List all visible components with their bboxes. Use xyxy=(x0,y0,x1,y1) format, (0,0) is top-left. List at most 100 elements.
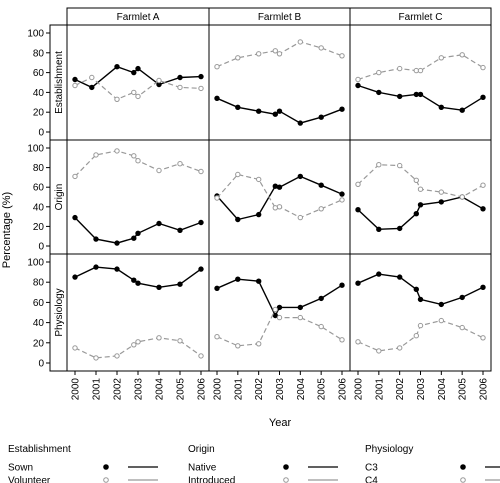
legend-item-label: C3 xyxy=(365,463,378,474)
x-tick-label: 2003 xyxy=(275,378,286,401)
data-point xyxy=(417,91,424,98)
data-point xyxy=(276,304,283,311)
data-point xyxy=(397,345,403,351)
data-point xyxy=(131,153,137,159)
panel xyxy=(349,139,492,255)
data-point xyxy=(417,67,424,74)
series-line xyxy=(216,175,343,221)
data-point xyxy=(131,277,137,283)
x-tick-label: 2002 xyxy=(395,378,406,401)
data-point xyxy=(156,335,162,341)
panel xyxy=(208,253,351,372)
y-axis: 0 20 40 60 80 100 0 20 40 60 80 100 0 20 40 60 80 100 xyxy=(27,29,50,370)
data-point xyxy=(480,182,486,188)
y-tick-label: 20 xyxy=(33,338,45,349)
x-axis: 2000 2001 2002 2003 2004 2005 2006 2000 2001 2002… xyxy=(71,371,490,400)
panel xyxy=(349,24,492,141)
series-line xyxy=(357,54,484,81)
legend-title: Physiology xyxy=(365,444,413,455)
data-point xyxy=(376,226,382,233)
series-line xyxy=(357,196,484,231)
panel-frame xyxy=(66,139,210,255)
data-point xyxy=(417,296,424,303)
data-point xyxy=(355,280,361,286)
data-point xyxy=(114,148,120,154)
x-tick-label: 2001 xyxy=(92,378,103,401)
data-point xyxy=(235,343,241,349)
panel-frame xyxy=(349,253,492,372)
y-tick-label: 0 xyxy=(38,242,44,253)
legend-item-label: C4 xyxy=(365,476,378,483)
data-point xyxy=(276,108,283,114)
series-line xyxy=(216,308,343,347)
data-point xyxy=(114,353,120,359)
data-point xyxy=(355,207,361,213)
data-point xyxy=(459,107,465,113)
data-point xyxy=(114,266,120,272)
panels xyxy=(66,24,492,372)
data-point xyxy=(135,93,141,100)
data-point xyxy=(438,55,444,61)
data-point xyxy=(397,93,403,100)
data-point xyxy=(318,45,324,51)
panel-frame xyxy=(208,24,351,141)
data-point xyxy=(198,266,204,272)
series-line xyxy=(357,164,484,198)
data-point xyxy=(397,162,403,169)
data-point xyxy=(297,214,303,221)
data-point xyxy=(72,214,78,221)
data-point xyxy=(276,314,283,321)
legend-marker xyxy=(103,477,109,483)
series-line xyxy=(74,65,202,89)
legend-item-label: Sown xyxy=(8,463,33,474)
data-point xyxy=(276,204,283,210)
data-point xyxy=(339,53,345,59)
x-tick-label: 2000 xyxy=(213,378,224,401)
y-tick-label: 80 xyxy=(33,278,45,289)
y-tick-label: 80 xyxy=(33,163,45,174)
data-point xyxy=(438,199,444,205)
data-point xyxy=(131,235,137,241)
data-point xyxy=(480,94,486,101)
data-point xyxy=(417,202,424,208)
data-point xyxy=(72,345,78,351)
x-tick-label: 2004 xyxy=(296,378,307,401)
y-tick-label: 100 xyxy=(27,29,44,40)
y-tick-label: 0 xyxy=(38,128,44,139)
x-tick-label: 2006 xyxy=(197,378,208,401)
x-tick-label: 2005 xyxy=(317,378,328,401)
series-line xyxy=(216,41,343,68)
y-tick-label: 60 xyxy=(33,68,45,79)
data-point xyxy=(459,294,465,301)
data-point xyxy=(198,168,204,175)
data-point xyxy=(297,314,303,321)
data-point xyxy=(235,55,241,61)
data-point xyxy=(297,173,303,180)
row-strips: Establishment Origin Physiology xyxy=(49,24,68,372)
data-point xyxy=(397,65,403,72)
data-point xyxy=(339,282,345,288)
data-point xyxy=(177,227,183,234)
data-point xyxy=(355,76,361,83)
data-point xyxy=(114,96,120,103)
data-point xyxy=(235,171,241,178)
legend: Establishment Sown Volunteer Origin Native In… xyxy=(8,444,500,483)
data-point xyxy=(376,271,382,277)
column-strip-label: Farmlet C xyxy=(399,12,443,23)
data-point xyxy=(318,295,324,302)
legend-marker xyxy=(460,477,466,483)
legend-group: Physiology C3 C4 xyxy=(365,444,500,483)
data-point xyxy=(131,69,137,76)
data-point xyxy=(177,281,183,287)
column-strip-label: Farmlet B xyxy=(258,12,302,23)
data-point xyxy=(256,278,262,284)
data-point xyxy=(438,301,444,308)
data-point xyxy=(72,173,78,180)
data-point xyxy=(156,167,162,174)
data-point xyxy=(480,335,486,341)
data-point xyxy=(72,82,78,89)
data-point xyxy=(93,236,99,242)
series-line xyxy=(74,217,202,244)
panel-frame xyxy=(66,253,210,372)
